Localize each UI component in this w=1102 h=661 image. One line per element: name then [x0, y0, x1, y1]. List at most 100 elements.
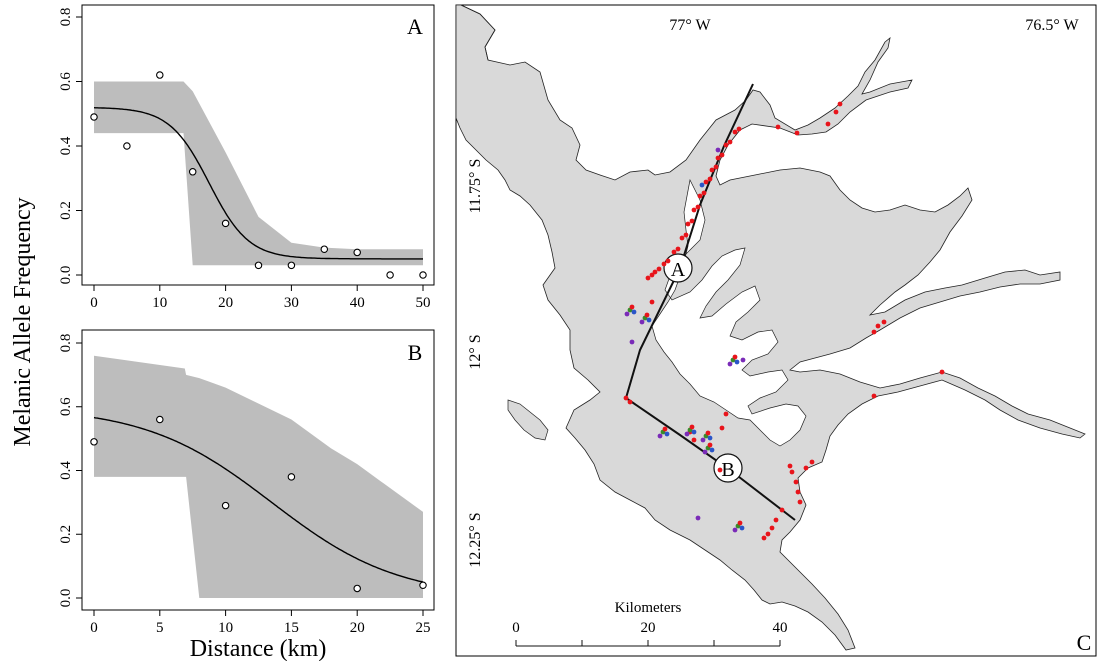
- panel-a-data-point: [254, 261, 263, 270]
- panel-a-x-tick-label: 0: [90, 295, 98, 311]
- lon-label-76-5w: 76.5° W: [1025, 17, 1079, 34]
- site-blue: [734, 359, 740, 365]
- transect-a-marker: [663, 253, 693, 283]
- site-red: [701, 190, 707, 196]
- site-red: [705, 430, 711, 436]
- transect-a-line: [625, 83, 754, 399]
- panel-a-data-point: [320, 245, 329, 253]
- site-purple: [629, 339, 635, 345]
- site-red: [689, 218, 695, 224]
- panel-b-x-tick-label: 10: [218, 620, 233, 636]
- site-red: [707, 442, 713, 448]
- panel-a-y-tick-label: 0.6: [58, 72, 74, 91]
- panel-a-data-point: [386, 271, 394, 279]
- panel-a-confidence-band: [94, 81, 423, 266]
- site-red: [775, 124, 781, 130]
- panel-a-y-tick-label: 0.2: [58, 201, 74, 220]
- site-red: [623, 395, 629, 401]
- site-red: [717, 467, 723, 473]
- site-red: [809, 459, 815, 465]
- panel-b-x-tick-label: 25: [416, 620, 431, 636]
- land-mass: [455, 4, 1086, 651]
- site-red: [671, 249, 677, 255]
- site-red: [683, 232, 689, 238]
- site-red: [803, 465, 809, 471]
- panel-b-y-tick-label: 0.2: [58, 525, 74, 544]
- panel-b-data-point: [156, 415, 164, 424]
- site-red: [779, 507, 785, 513]
- panel-b-y-tick-label: 0.4: [58, 461, 74, 480]
- panel-a-x-tick-label: 30: [284, 295, 299, 311]
- site-red: [649, 299, 655, 305]
- site-red: [794, 130, 800, 136]
- site-purple: [695, 515, 701, 521]
- site-blue: [631, 309, 637, 315]
- panel-b-confidence-band: [94, 355, 423, 598]
- site-purple: [740, 357, 746, 363]
- site-red: [662, 426, 668, 432]
- chart-panel-b: B 0 5 10 15 20 25 0.0 0.2 0.4 0.6 0.8: [58, 329, 435, 636]
- site-blue: [646, 317, 652, 323]
- site-red: [789, 469, 795, 475]
- site-blue: [709, 447, 715, 453]
- panel-b-y-tick-label: 0.6: [58, 397, 74, 416]
- panel-b-data-point: [221, 501, 230, 510]
- panel-b-x-tick-label: 20: [350, 620, 365, 636]
- site-red: [881, 319, 887, 325]
- site-red: [737, 520, 743, 526]
- panel-b-x-tick-label: 15: [284, 620, 299, 636]
- panel-a-data-point: [419, 271, 427, 279]
- panel-a-x-tick-label: 10: [152, 295, 167, 311]
- site-red: [656, 266, 662, 272]
- site-red: [644, 312, 650, 318]
- panel-a-data-point: [353, 248, 361, 257]
- panel-b-data-point: [90, 438, 98, 446]
- panel-b-x-tick-label: 5: [156, 620, 164, 636]
- site-red: [727, 139, 733, 145]
- chart-panel-a: A 0 10 20 30 40 50 0.0 0.2 0.4 0.6 0.8: [58, 4, 435, 311]
- lon-label-77w: 77° W: [669, 17, 711, 34]
- site-red: [825, 121, 831, 127]
- panel-a-data-point: [221, 219, 230, 228]
- panel-a-y-tick-label: 0.0: [58, 266, 74, 285]
- site-red: [719, 425, 725, 431]
- site-red: [707, 176, 713, 182]
- site-red: [685, 221, 691, 227]
- site-red: [697, 193, 703, 199]
- panel-b-fit-line: [93, 416, 424, 583]
- site-red: [787, 463, 793, 469]
- sampling-sites: [623, 101, 945, 541]
- site-red: [649, 272, 655, 278]
- site-red: [709, 167, 715, 173]
- site-red: [793, 479, 799, 485]
- site-purple: [700, 437, 706, 443]
- lat-label-12-25s: 12.25° S: [467, 512, 484, 567]
- site-red: [713, 164, 719, 170]
- panel-a-data-point: [156, 71, 164, 79]
- site-red: [871, 329, 877, 335]
- panel-a-x-tick-label: 20: [218, 295, 233, 311]
- site-red: [773, 517, 779, 523]
- scale-bar-label-0: 0: [512, 620, 520, 636]
- scale-bar-title: Kilometers: [615, 600, 682, 616]
- site-red: [761, 535, 767, 541]
- site-red: [871, 393, 877, 399]
- panel-a-y-tick-label: 0.4: [58, 136, 74, 155]
- site-red: [703, 179, 709, 185]
- site-red: [833, 109, 839, 115]
- panel-a-label: A: [407, 14, 423, 39]
- transect-b-label: B: [721, 459, 734, 481]
- site-blue: [691, 429, 697, 435]
- site-red: [629, 304, 635, 310]
- scale-bar-label-40: 40: [773, 620, 788, 636]
- transect-b-marker: [713, 453, 743, 483]
- scale-bar: Kilometers 0 20 40: [512, 600, 788, 647]
- site-red: [715, 155, 721, 161]
- panel-b-y-tick-label: 0.8: [58, 334, 74, 353]
- transect-a-label: A: [671, 259, 686, 281]
- site-purple: [657, 433, 663, 439]
- site-purple: [732, 527, 738, 533]
- site-purple: [639, 319, 645, 325]
